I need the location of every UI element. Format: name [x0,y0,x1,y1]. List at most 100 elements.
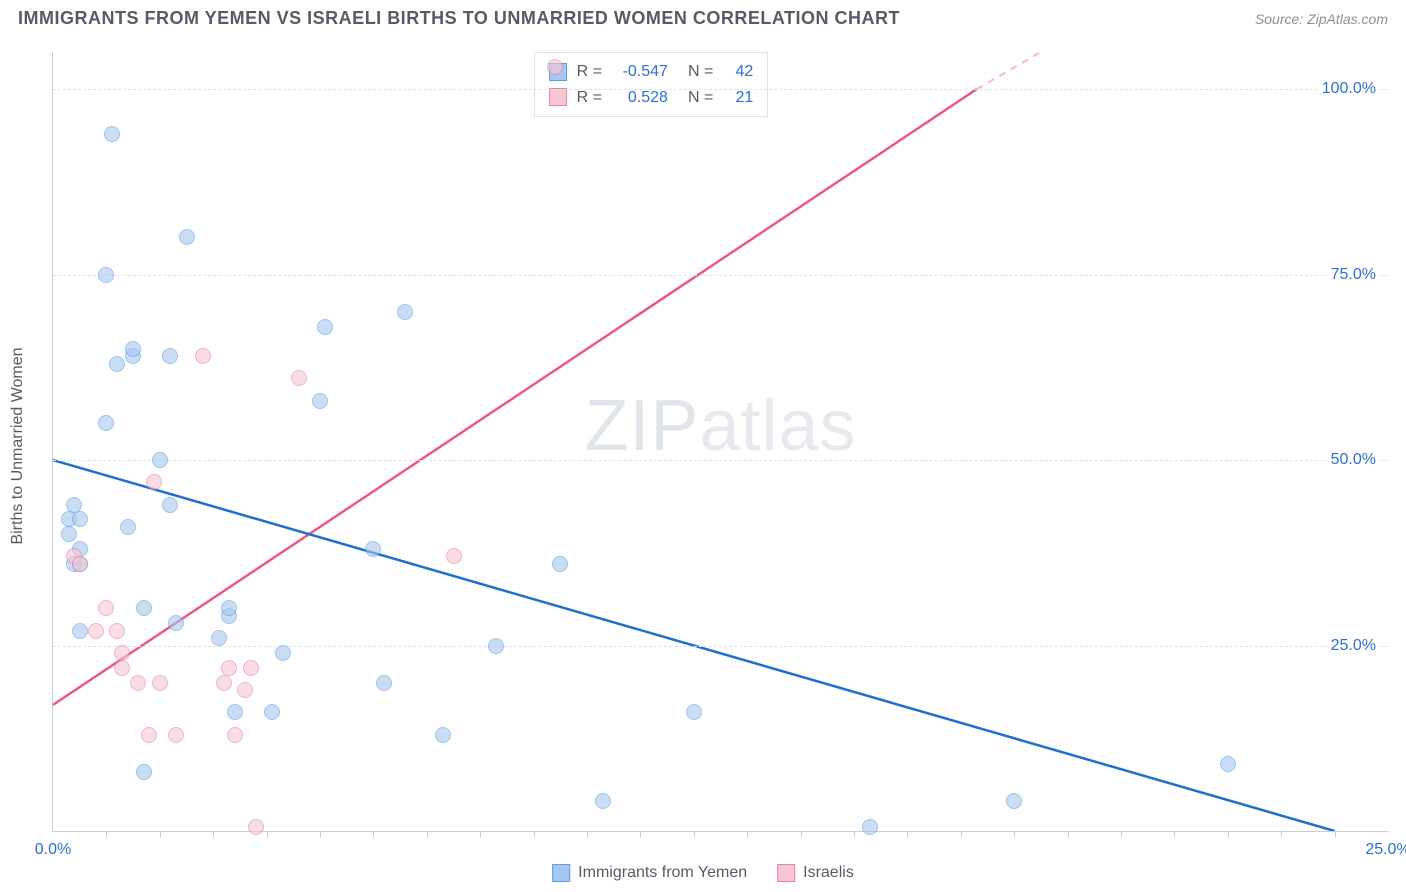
data-point [227,704,243,720]
data-point [104,126,120,142]
data-point [312,393,328,409]
data-point [88,623,104,639]
data-point [168,615,184,631]
data-point [109,356,125,372]
data-point [98,415,114,431]
data-point [120,519,136,535]
data-point [248,819,264,835]
y-tick-label: 75.0% [1327,266,1380,284]
watermark: ZIPatlas [584,385,856,467]
data-point [146,474,162,490]
x-tick-mark [373,831,374,837]
x-tick-mark [801,831,802,837]
data-point [61,526,77,542]
y-tick-label: 25.0% [1327,637,1380,655]
legend-swatch [777,864,795,882]
gridline [53,460,1388,461]
data-point [114,660,130,676]
x-tick-mark [534,831,535,837]
data-point [221,660,237,676]
gridline [53,89,1388,90]
trend-lines-layer [53,52,1388,831]
header: IMMIGRANTS FROM YEMEN VS ISRAELI BIRTHS … [0,0,1406,29]
x-tick-mark [907,831,908,837]
x-tick-mark [854,831,855,837]
x-tick-mark [106,831,107,837]
data-point [136,600,152,616]
data-point [547,59,563,75]
watermark-bold: ZIP [584,386,699,466]
data-point [125,341,141,357]
data-point [275,645,291,661]
data-point [237,682,253,698]
data-point [152,675,168,691]
stat-n-label: N = [688,59,713,85]
stats-row: R =-0.547N =42 [549,59,754,85]
data-point [317,319,333,335]
data-point [227,727,243,743]
x-tick-mark [213,831,214,837]
x-tick-mark [320,831,321,837]
chart-plot-area: ZIPatlas R =-0.547N =42R =0.528N =21 25.… [52,52,1388,832]
legend-label: Israelis [803,864,854,882]
data-point [130,675,146,691]
x-tick-mark [1335,831,1336,837]
data-point [397,304,413,320]
legend-label: Immigrants from Yemen [578,864,747,882]
gridline [53,275,1388,276]
data-point [179,229,195,245]
stat-n-value: 42 [723,59,753,85]
x-tick-label: 25.0% [1365,841,1406,859]
source-attribution: Source: ZipAtlas.com [1255,11,1388,27]
data-point [195,348,211,364]
data-point [141,727,157,743]
x-tick-mark [1281,831,1282,837]
data-point [243,660,259,676]
x-tick-mark [427,831,428,837]
legend-swatch [549,88,567,106]
data-point [435,727,451,743]
x-tick-mark [1068,831,1069,837]
data-point [72,556,88,572]
data-point [98,600,114,616]
data-point [136,764,152,780]
data-point [291,370,307,386]
trend-line [53,89,977,705]
x-tick-mark [160,831,161,837]
x-tick-mark [267,831,268,837]
data-point [72,511,88,527]
data-point [66,497,82,513]
data-point [686,704,702,720]
gridline [53,646,1388,647]
data-point [488,638,504,654]
data-point [98,267,114,283]
data-point [211,630,227,646]
stats-legend-box: R =-0.547N =42R =0.528N =21 [534,52,769,117]
data-point [446,548,462,564]
data-point [162,497,178,513]
data-point [72,623,88,639]
legend-swatch [552,864,570,882]
x-tick-mark [961,831,962,837]
data-point [1220,756,1236,772]
data-point [109,623,125,639]
watermark-thin: atlas [699,386,856,466]
x-tick-mark [694,831,695,837]
stat-r-value: -0.547 [612,59,668,85]
x-tick-mark [480,831,481,837]
data-point [376,675,392,691]
data-point [552,556,568,572]
data-point [595,793,611,809]
data-point [168,727,184,743]
data-point [264,704,280,720]
y-axis-label: Births to Unmarried Women [9,347,27,544]
x-tick-mark [1014,831,1015,837]
x-tick-label: 0.0% [35,841,71,859]
bottom-legend: Immigrants from Yemen Israelis [552,864,854,882]
x-tick-mark [587,831,588,837]
data-point [216,675,232,691]
legend-item: Israelis [777,864,854,882]
x-tick-mark [1174,831,1175,837]
legend-item: Immigrants from Yemen [552,864,747,882]
x-tick-mark [1228,831,1229,837]
